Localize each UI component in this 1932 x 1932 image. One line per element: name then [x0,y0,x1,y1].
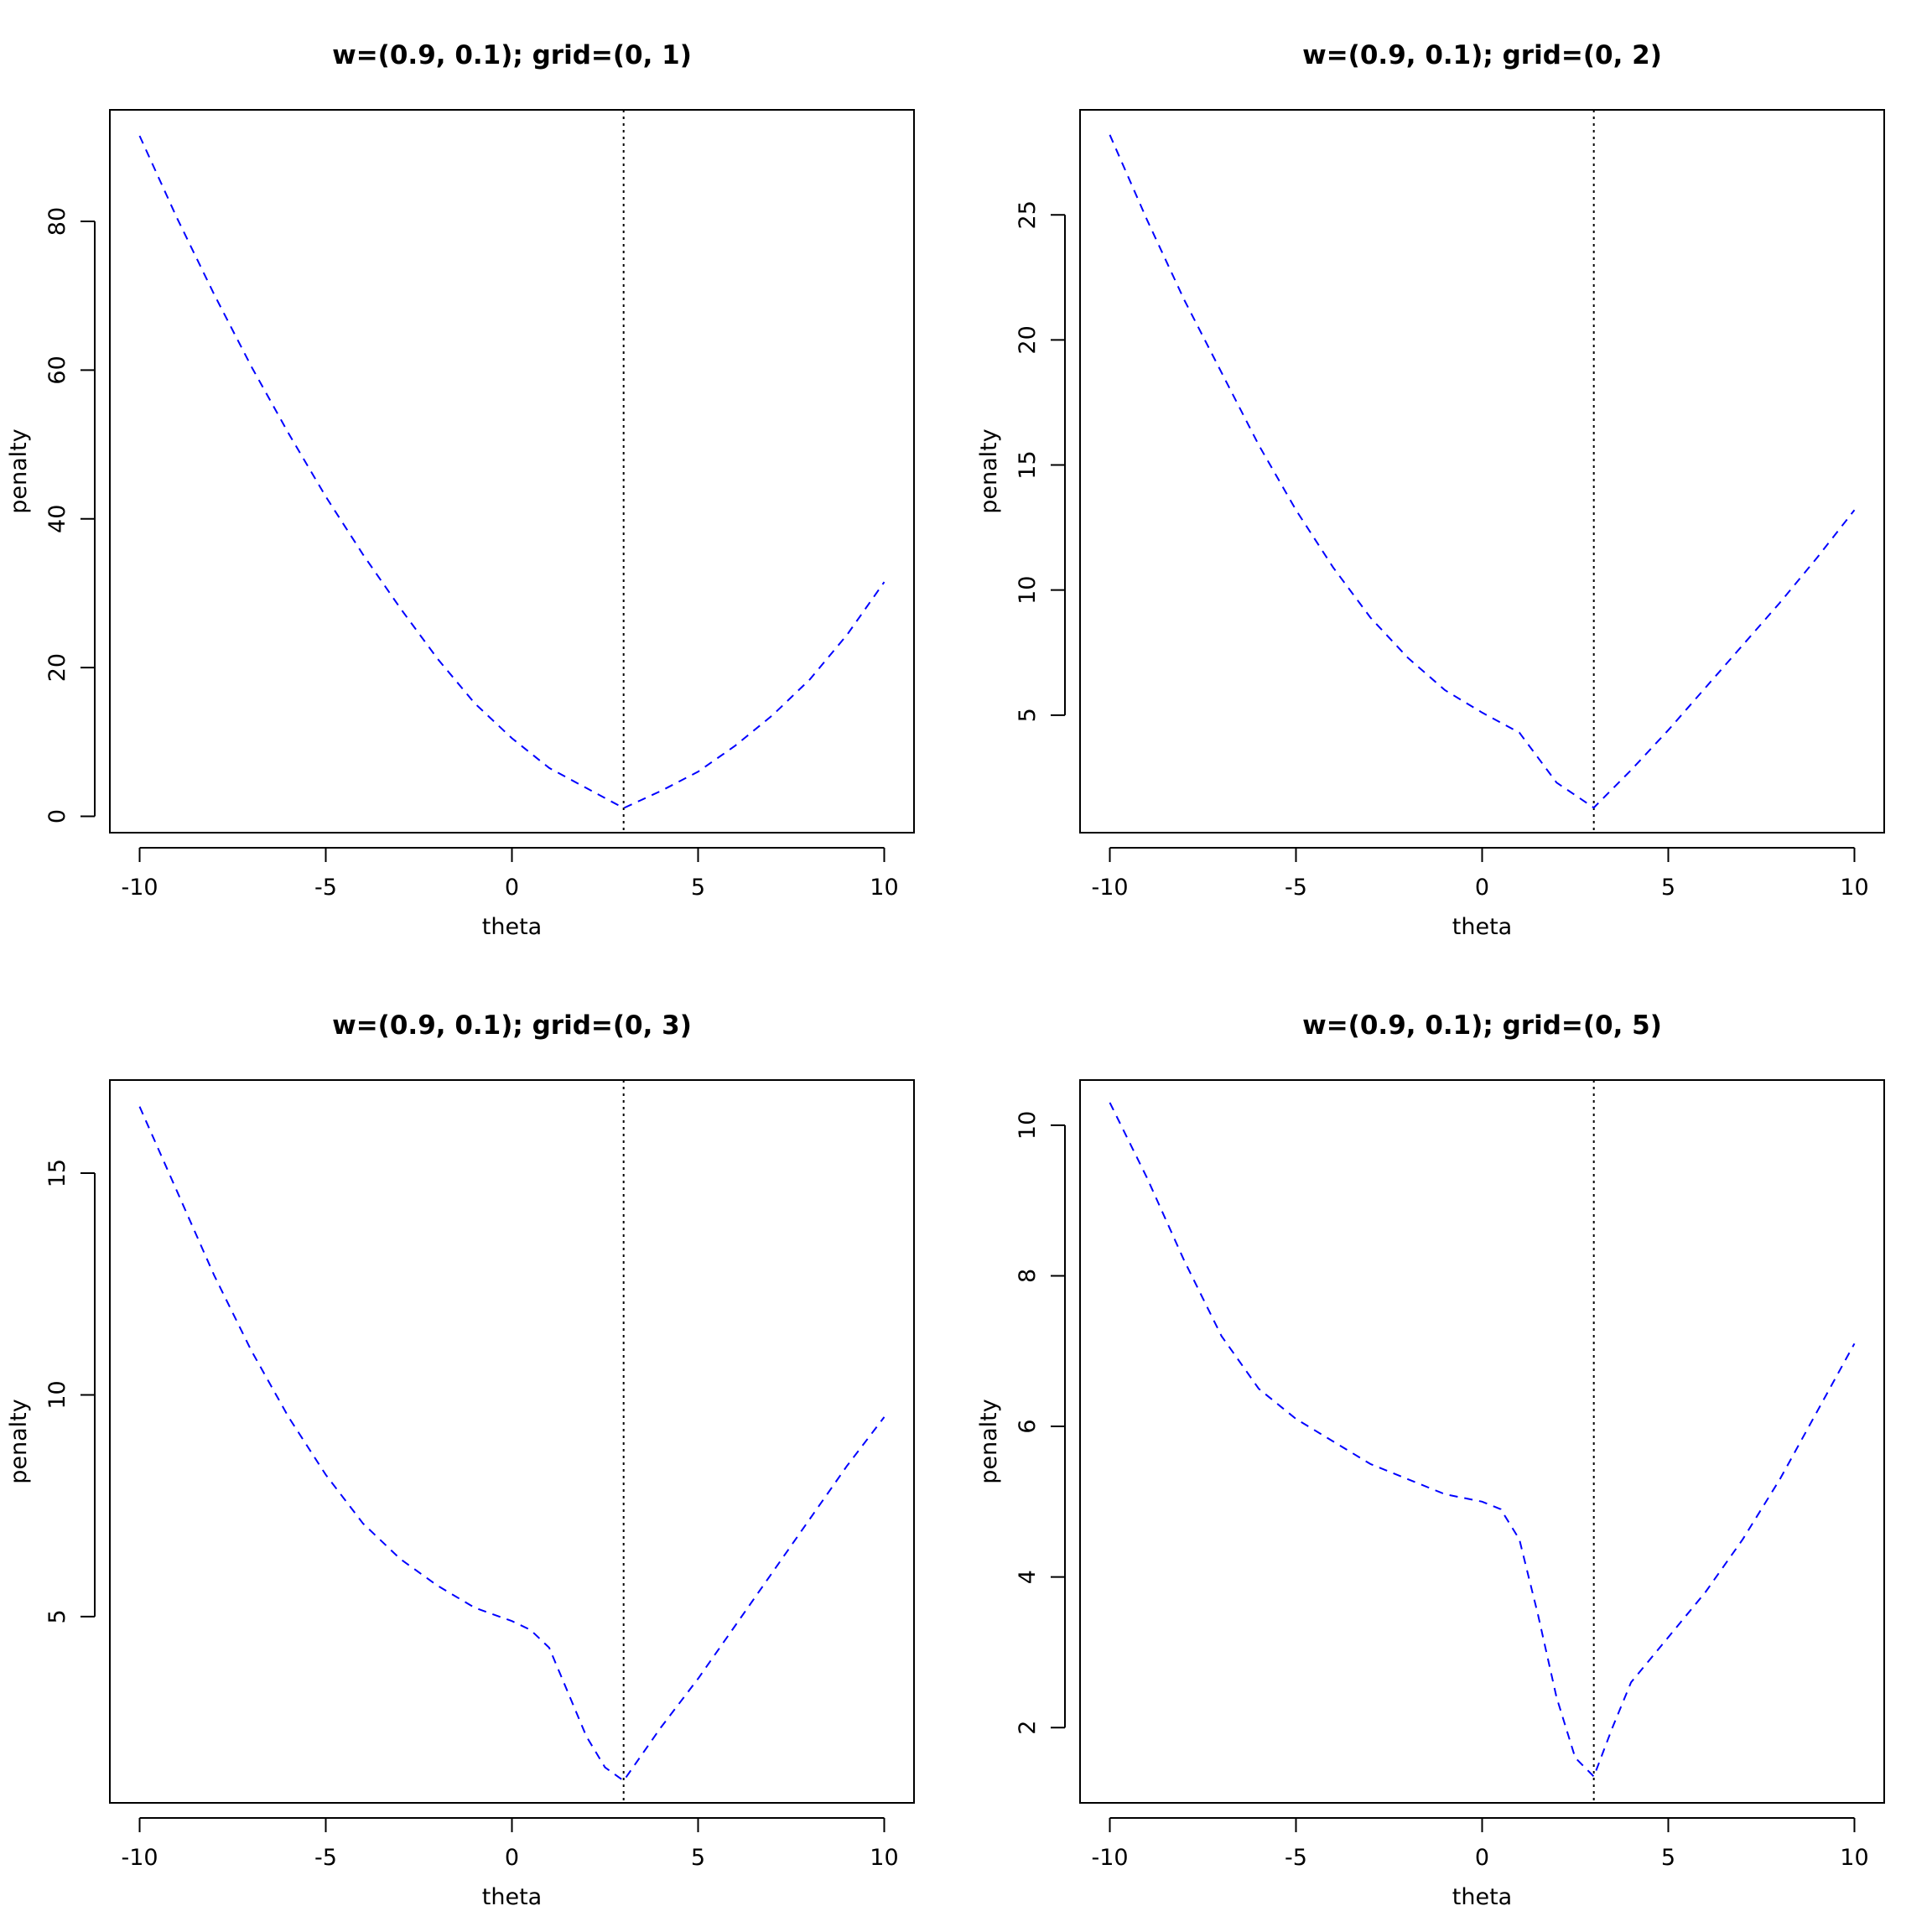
y-tick-label: 40 [44,505,70,533]
x-axis-label: theta [1452,914,1512,940]
y-axis: 2 4 6 8 10 [1015,1111,1066,1735]
y-axis: 5 10 15 [44,1159,96,1623]
x-axis-label: theta [1452,1884,1512,1910]
y-axis: 5 10 15 20 25 [1015,200,1066,722]
y-tick-label: 25 [1015,200,1041,229]
chart-panel-2: w=(0.9, 0.1); grid=(0, 2) -10 -5 0 5 10 theta 5… [976,40,1885,940]
x-tick-label: 10 [1840,875,1868,901]
y-tick-label: 4 [1015,1570,1041,1584]
y-axis-label: penalty [976,1399,1002,1483]
x-axis: -10 -5 0 5 10 [121,847,899,901]
series-line-1 [1109,1102,1856,1779]
y-tick-label: 5 [44,1609,70,1623]
x-axis-label: theta [482,914,542,940]
x-tick-label: 0 [505,875,519,901]
y-tick-label: 10 [44,1380,70,1409]
plot-frame [1079,109,1885,834]
y-tick-label: 60 [44,356,70,384]
y-tick-label: 0 [44,809,70,823]
chart-title: w=(0.9, 0.1); grid=(0, 3) [332,1010,692,1041]
chart-title: w=(0.9, 0.1); grid=(0, 5) [1302,1010,1662,1041]
series-line-1 [138,1106,886,1783]
chart-panel-1: w=(0.9, 0.1); grid=(0, 1) -10 -5 0 5 10 theta 0… [6,40,915,940]
plot-frame [1079,1079,1885,1804]
plot-frame [109,1079,915,1804]
y-axis-label: penalty [976,428,1002,513]
y-tick-label: 15 [1015,450,1041,479]
x-axis: -10 -5 0 5 10 [121,1817,899,1871]
plot-frame [109,109,915,834]
x-tick-label: 10 [870,1845,898,1871]
x-axis: -10 -5 0 5 10 [1091,1817,1869,1871]
y-tick-label: 10 [1015,1111,1041,1140]
x-tick-label: 5 [1661,1845,1675,1871]
x-tick-label: 5 [1661,875,1675,901]
x-tick-label: -5 [1285,1845,1307,1871]
x-tick-label: 0 [505,1845,519,1871]
y-tick-label: 15 [44,1159,70,1187]
chart-title: w=(0.9, 0.1); grid=(0, 1) [332,40,692,70]
x-axis-label: theta [482,1884,542,1910]
x-tick-label: 0 [1475,1845,1489,1871]
y-tick-label: 80 [44,207,70,236]
series-line-1 [138,135,886,809]
x-tick-label: -5 [1285,875,1307,901]
x-tick-label: 5 [691,875,705,901]
y-tick-label: 10 [1015,575,1041,604]
x-tick-label: 10 [870,875,898,901]
y-tick-label: 2 [1015,1721,1041,1735]
y-axis-label: penalty [6,428,32,513]
chart-title: w=(0.9, 0.1); grid=(0, 2) [1302,40,1662,70]
y-axis-label: penalty [6,1399,32,1483]
x-tick-label: -10 [1091,875,1128,901]
x-tick-label: 10 [1840,1845,1868,1871]
chart-panel-4: w=(0.9, 0.1); grid=(0, 5) -10 -5 0 5 10 theta 2… [976,1010,1885,1910]
x-axis: -10 -5 0 5 10 [1091,847,1869,901]
x-tick-label: 0 [1475,875,1489,901]
x-tick-label: -10 [121,875,158,901]
series-line-1 [1109,134,1856,809]
chart-panel-3: w=(0.9, 0.1); grid=(0, 3) -10 -5 0 5 10 theta 5… [6,1010,915,1910]
x-tick-label: -5 [314,1845,337,1871]
y-tick-label: 5 [1015,708,1041,722]
x-tick-label: -10 [1091,1845,1128,1871]
y-axis: 0 20 40 60 80 [44,207,96,823]
x-tick-label: -5 [314,875,337,901]
y-tick-label: 6 [1015,1419,1041,1433]
y-tick-label: 20 [1015,325,1041,354]
x-tick-label: -10 [121,1845,158,1871]
y-tick-label: 20 [44,653,70,682]
x-tick-label: 5 [691,1845,705,1871]
y-tick-label: 8 [1015,1269,1041,1283]
